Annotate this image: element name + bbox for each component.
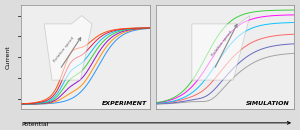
Text: EXPERIMENT: EXPERIMENT bbox=[102, 101, 147, 106]
Y-axis label: Current: Current bbox=[6, 45, 11, 69]
Text: SIMULATION: SIMULATION bbox=[246, 101, 290, 106]
Polygon shape bbox=[192, 16, 250, 80]
Text: Rotation speed: Rotation speed bbox=[211, 30, 233, 57]
Text: Rotation speed: Rotation speed bbox=[52, 37, 75, 63]
Text: Potential: Potential bbox=[21, 122, 49, 127]
Polygon shape bbox=[44, 16, 92, 80]
